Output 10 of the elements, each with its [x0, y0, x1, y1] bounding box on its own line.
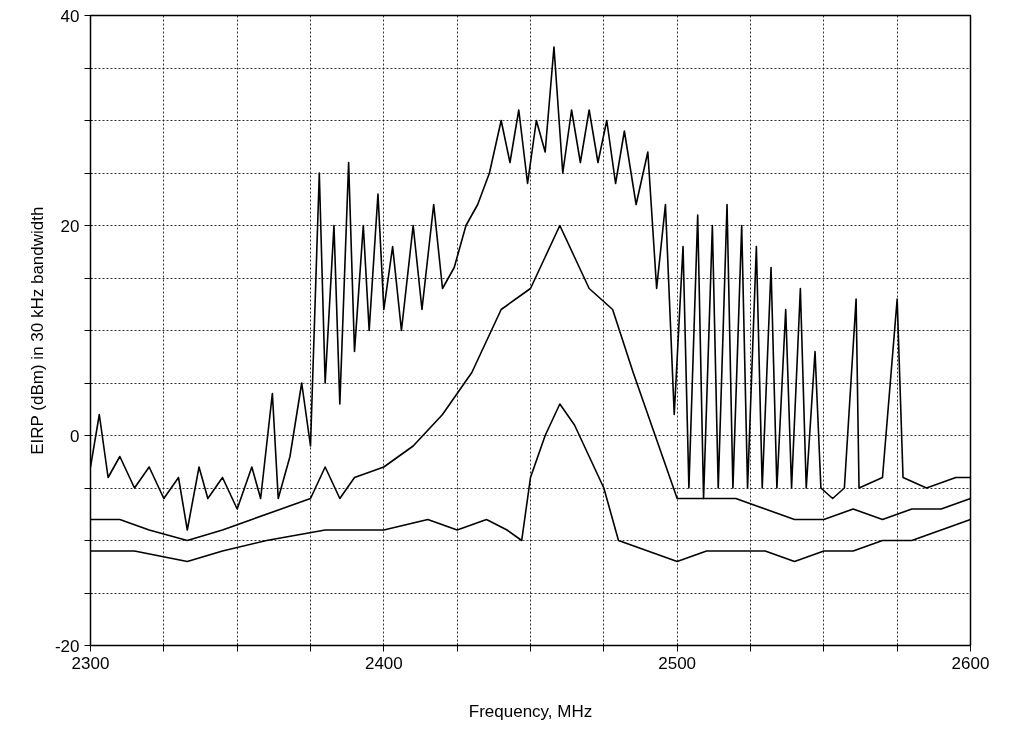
y-tick-label: 0	[70, 426, 80, 446]
x-tick-label: 2500	[658, 653, 697, 673]
x-tick-label: 2300	[71, 653, 110, 673]
y-tick-label: 40	[60, 6, 80, 26]
x-tick-label: 2600	[951, 653, 990, 673]
x-tick-label: 2400	[364, 653, 403, 673]
x-axis-title: Frequency, MHz	[468, 701, 593, 721]
y-tick-label: -20	[54, 636, 80, 656]
y-tick-label: 20	[60, 216, 80, 236]
y-axis-title: EIRP (dBm) in 30 kHz bandwidth	[27, 206, 47, 455]
